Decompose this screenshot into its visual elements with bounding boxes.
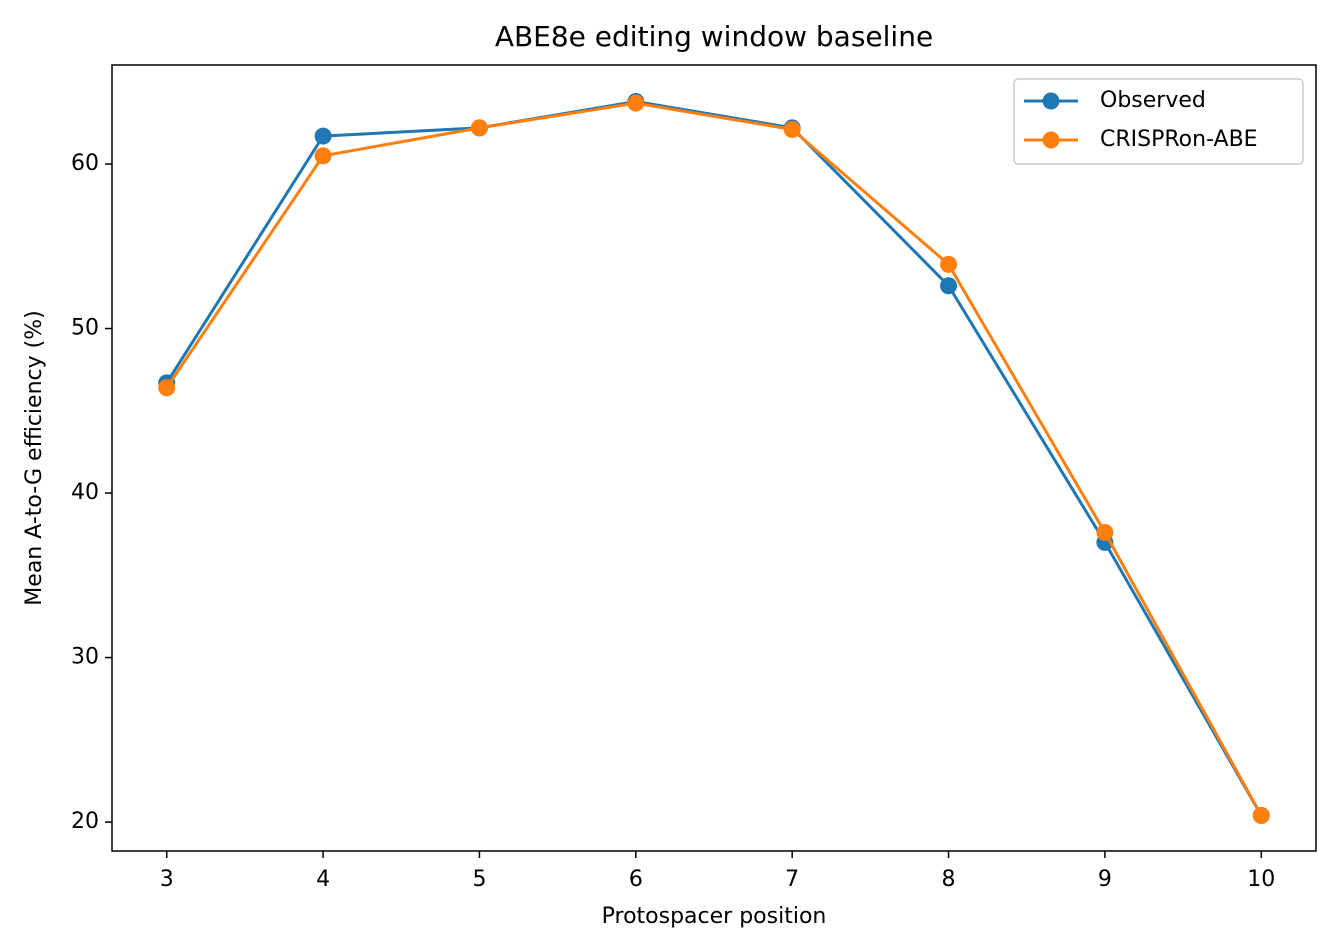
y-tick-label: 20 <box>71 809 99 834</box>
legend-label: CRISPRon-ABE <box>1100 127 1258 152</box>
series-line <box>165 101 1263 817</box>
x-tick-label: 10 <box>1247 867 1275 892</box>
data-point <box>783 120 801 138</box>
x-tick-label: 8 <box>942 867 956 892</box>
data-point <box>314 127 332 145</box>
y-axis-label: Mean A-to-G efficiency (%) <box>22 310 47 605</box>
x-axis-label: Protospacer position <box>602 904 827 929</box>
x-tick-label: 9 <box>1098 867 1112 892</box>
y-tick-label: 30 <box>71 645 99 670</box>
x-tick-label: 5 <box>472 867 486 892</box>
x-tick-label: 3 <box>160 867 174 892</box>
legend-marker <box>1042 131 1060 149</box>
legend-box <box>1013 78 1304 165</box>
data-point <box>940 255 958 273</box>
data-point <box>1096 524 1114 542</box>
y-tick-label: 40 <box>71 480 99 505</box>
data-point <box>470 119 488 137</box>
series-line <box>165 99 1263 817</box>
plot-frame <box>111 64 1317 852</box>
data-point <box>1252 806 1270 824</box>
data-point <box>158 379 176 397</box>
data-point <box>627 94 645 112</box>
legend-label: Observed <box>1100 88 1206 113</box>
chart-title: ABE8e editing window baseline <box>495 20 933 53</box>
data-point <box>314 147 332 165</box>
data-point <box>940 277 958 295</box>
y-tick-label: 60 <box>71 151 99 176</box>
x-tick-label: 6 <box>629 867 643 892</box>
x-tick-label: 7 <box>785 867 799 892</box>
y-tick-label: 50 <box>71 316 99 341</box>
legend-marker <box>1042 92 1060 110</box>
x-tick-label: 4 <box>316 867 330 892</box>
